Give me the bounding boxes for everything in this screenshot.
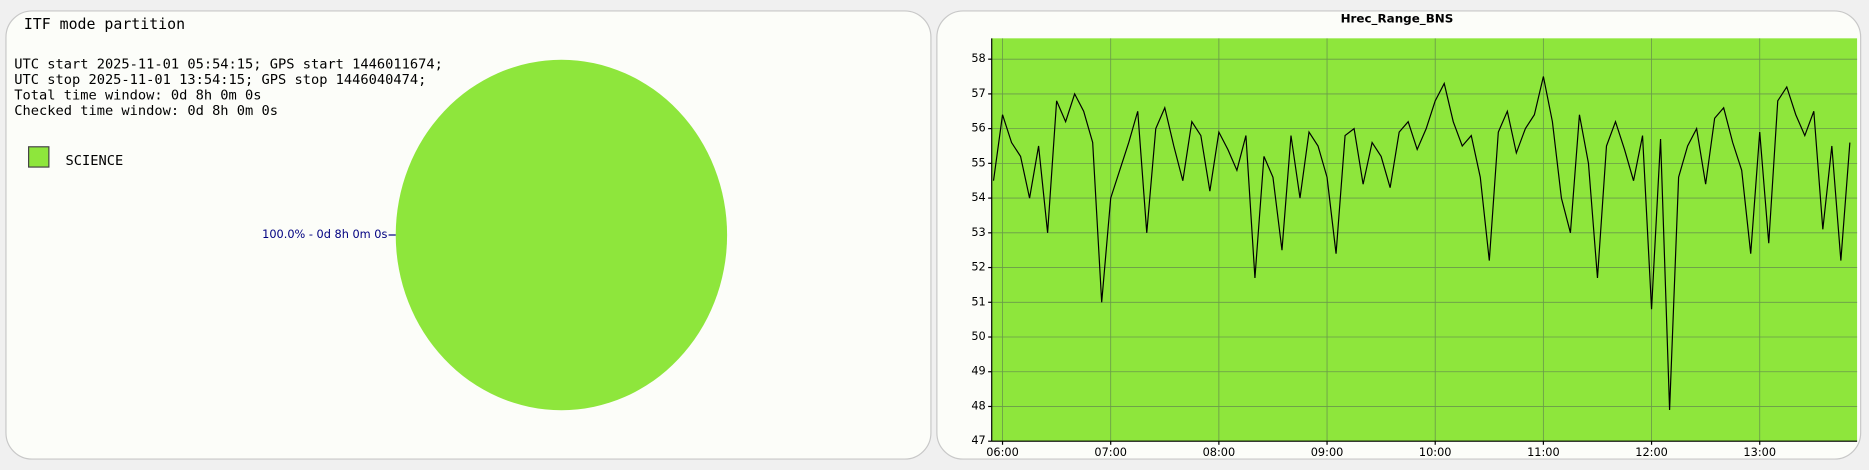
info-line: Total time window: 0d 8h 0m 0s: [14, 88, 261, 104]
y-tick-label: 52: [971, 260, 985, 274]
y-tick-label: 54: [971, 190, 985, 204]
legend-label: SCIENCE: [66, 153, 124, 169]
y-tick-label: 53: [971, 225, 985, 239]
value-label: 100.0% - 0d 8h 0m 0s: [262, 227, 387, 241]
line-title: Hrec_Range_BNS: [1341, 12, 1454, 27]
x-tick-label: 10:00: [1419, 445, 1452, 459]
x-tick-label: 12:00: [1635, 445, 1668, 459]
info-line: Checked time window: 0d 8h 0m 0s: [14, 103, 278, 119]
pie-title: ITF mode partition: [24, 15, 185, 33]
y-tick-label: 57: [971, 86, 985, 100]
y-tick-label: 55: [971, 155, 985, 169]
plot-area: [991, 38, 1858, 442]
x-tick-label: 11:00: [1527, 445, 1560, 459]
y-tick-label: 56: [971, 121, 985, 135]
y-tick-label: 58: [971, 51, 985, 65]
data-line: [992, 76, 1851, 410]
info-line: UTC stop 2025-11-01 13:54:15; GPS stop 1…: [14, 72, 426, 88]
x-tick-label: 07:00: [1094, 445, 1127, 459]
x-tick-label: 09:00: [1311, 445, 1344, 459]
legend-swatch: [28, 146, 50, 168]
x-tick-label: 08:00: [1203, 445, 1236, 459]
info-line: UTC start 2025-11-01 05:54:15; GPS start…: [14, 57, 443, 73]
y-tick-label: 50: [971, 329, 985, 343]
pie-slice: [395, 59, 728, 411]
x-tick-label: 06:00: [986, 445, 1019, 459]
y-tick-label: 48: [971, 398, 985, 412]
x-tick-label: 13:00: [1743, 445, 1776, 459]
y-tick-label: 51: [971, 294, 985, 308]
y-tick-label: 49: [971, 364, 985, 378]
y-tick-label: 47: [971, 433, 985, 447]
